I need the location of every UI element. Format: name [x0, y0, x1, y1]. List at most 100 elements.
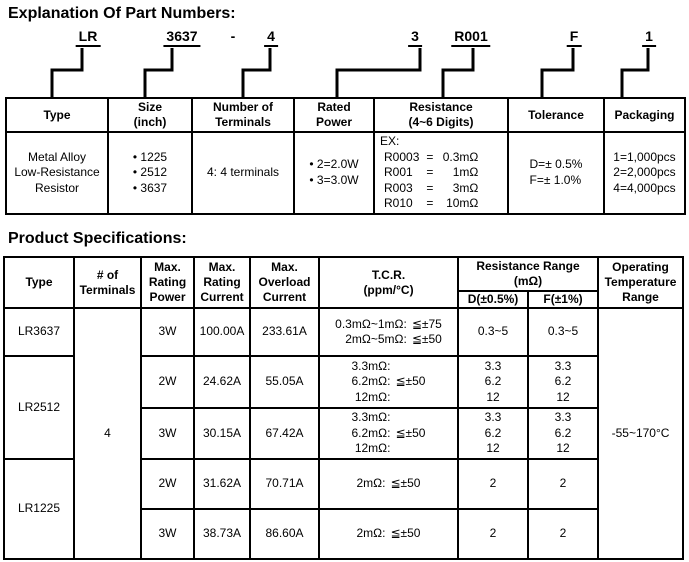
spec-header-terminals: # of Terminals	[73, 255, 142, 310]
resistance-example-heading: EX:	[380, 134, 400, 148]
resistance-values: 0.3mΩ 1mΩ 3mΩ 10mΩ	[442, 149, 479, 211]
spec-row-lr2512-3w: 3W 30.15A 67.42A 3.3mΩ: 6.2mΩ: 12mΩ: ≦±50 …	[4, 407, 683, 460]
cell-type-description: Metal Alloy Low-Resistance Resistor	[5, 131, 109, 215]
spec-header-row-1: Type # of Terminals Max. Rating Power Max. R…	[3, 255, 685, 310]
tcr-limits: ≦±75 ≦±50	[411, 316, 442, 347]
product-specifications-table: Type # of Terminals Max. Rating Power Max. R…	[3, 255, 685, 560]
cell-power: 3W	[140, 507, 195, 560]
part-segment-tolerance: F	[566, 29, 582, 47]
cell-power: 2W	[140, 355, 195, 410]
cell-model-lr2512: LR2512	[3, 355, 75, 460]
cell-tcr: 2mΩ: ≦±50	[318, 457, 459, 510]
cell-resistance-examples: EX: R0003 R001 R003 R010 = = = = 0.3mΩ 1mΩ 3mΩ 10…	[373, 131, 509, 215]
cell-terminals-value: 4: 4 terminals	[191, 131, 295, 215]
cell-packaging-options: 1=1,000pcs 2=2,000pcs 4=4,000pcs	[603, 131, 686, 215]
cell-rating-current: 31.62A	[193, 457, 251, 510]
cell-overload-current: 55.05A	[249, 355, 320, 410]
packaging-options-list: 1=1,000pcs 2=2,000pcs 4=4,000pcs	[613, 149, 676, 195]
cell-range-d: 0.3~5	[457, 307, 529, 358]
cell-tolerance-options: D=± 0.5% F=± 1.0%	[507, 131, 605, 215]
cell-overload-current: 70.71A	[249, 457, 320, 510]
tolerance-options-list: D=± 0.5% F=± 1.0%	[529, 157, 583, 187]
header-type: Type	[5, 97, 109, 133]
cell-range-f: 3.3 6.2 12	[526, 355, 600, 410]
cell-power: 3W	[140, 407, 195, 460]
part-segment-size: 3637	[163, 29, 201, 47]
spec-header-resistance-range: Resistance Range (mΩ)	[456, 256, 600, 292]
section-title-product-specs: Product Specifications:	[8, 230, 187, 247]
part-table-header-row: Type Size (inch) Number of Terminals Rated…	[5, 97, 686, 133]
cell-tcr: 2mΩ: ≦±50	[318, 507, 459, 560]
tcr-labels: 0.3mΩ~1mΩ: 2mΩ~5mΩ:	[335, 316, 407, 347]
spec-header-max-overload-current: Max. Overload Current	[249, 255, 320, 310]
header-resistance: Resistance (4~6 Digits)	[373, 97, 509, 133]
part-segment-power: 3	[408, 29, 422, 47]
cell-rating-current: 38.73A	[193, 507, 251, 560]
part-segment-dash: -	[230, 28, 236, 44]
spec-header-tcr: T.C.R. (ppm/°C)	[318, 255, 459, 310]
cell-model-lr1225: LR1225	[3, 457, 75, 560]
cell-operating-range: -55~170°C	[597, 307, 685, 560]
cell-power: 2W	[140, 457, 195, 510]
cell-overload-current: 86.60A	[249, 507, 320, 560]
part-segment-terminals: 4	[264, 29, 278, 47]
part-number-connector-lines	[50, 48, 650, 97]
spec-subheader-d: D(±0.5%)	[457, 289, 529, 310]
cell-power: 3W	[140, 307, 195, 358]
cell-rating-current: 24.62A	[193, 355, 251, 410]
resistance-example-list: R0003 R001 R003 R010 = = = = 0.3mΩ 1mΩ 3mΩ 10mΩ	[380, 150, 504, 212]
spec-header-max-rating-current: Max. Rating Current	[193, 255, 251, 310]
tcr-limits: ≦±50	[395, 374, 426, 389]
part-number-table: Type Size (inch) Number of Terminals Rated…	[5, 97, 686, 215]
cell-overload-current: 233.61A	[249, 307, 320, 358]
cell-range-f: 2	[526, 457, 600, 510]
cell-overload-current: 67.42A	[249, 407, 320, 460]
cell-tcr: 3.3mΩ: 6.2mΩ: 12mΩ: ≦±50	[318, 355, 459, 410]
cell-power-options: • 2=2.0W • 3=3.0W	[293, 131, 375, 215]
part-segment-resistance: R001	[451, 29, 491, 47]
cell-terminals-count: 4	[73, 307, 142, 560]
header-size: Size (inch)	[107, 97, 193, 133]
spec-header-operating-range: Operating Temperature Range	[597, 255, 685, 310]
resistance-equals: = = = =	[426, 149, 434, 211]
part-segment-type: LR	[75, 29, 101, 47]
spec-row-lr1225-2w: LR1225 2W 31.62A 70.71A 2mΩ: ≦±50 2 2	[3, 457, 683, 560]
section-title-part-numbers: Explanation Of Part Numbers:	[8, 5, 236, 22]
resistance-codes: R0003 R001 R003 R010	[384, 149, 420, 211]
cell-tcr: 0.3mΩ~1mΩ: 2mΩ~5mΩ: ≦±75 ≦±50	[318, 307, 459, 358]
tcr-limits: ≦±50	[390, 476, 421, 491]
spec-row-lr3637-3w: LR3637 4 3W 100.00A 233.61A 0.3mΩ~1mΩ: 2m…	[3, 307, 685, 560]
spec-header-row-2: D(±0.5%) F(±1%)	[4, 289, 683, 310]
part-segment-packaging: 1	[642, 29, 656, 47]
header-packaging: Packaging	[603, 97, 686, 133]
cell-range-f: 0.3~5	[526, 307, 600, 358]
cell-range-f: 2	[526, 507, 600, 560]
tcr-limits: ≦±50	[390, 526, 421, 541]
spec-header-max-rating-power: Max. Rating Power	[140, 255, 195, 310]
size-options-list: • 1225 • 2512 • 3637	[132, 149, 168, 195]
cell-rating-current: 30.15A	[193, 407, 251, 460]
cell-range-f: 3.3 6.2 12	[526, 407, 600, 460]
tcr-labels: 3.3mΩ: 6.2mΩ: 12mΩ:	[351, 358, 391, 404]
cell-range-d: 3.3 6.2 12	[457, 407, 529, 460]
part-table-body-row: Metal Alloy Low-Resistance Resistor • 1225…	[5, 131, 686, 215]
header-terminals: Number of Terminals	[191, 97, 295, 133]
spec-subheader-f: F(±1%)	[526, 289, 600, 310]
cell-size-options: • 1225 • 2512 • 3637	[107, 131, 193, 215]
spec-row-lr1225-3w: 3W 38.73A 86.60A 2mΩ: ≦±50 2 2	[4, 507, 683, 560]
tcr-limits: ≦±50	[395, 425, 426, 440]
cell-range-d: 3.3 6.2 12	[457, 355, 529, 410]
cell-range-d: 2	[457, 507, 529, 560]
cell-rating-current: 100.00A	[193, 307, 251, 358]
spec-row-lr2512-2w: LR2512 2W 24.62A 55.05A 3.3mΩ: 6.2mΩ: 12mΩ…	[3, 355, 683, 460]
spec-header-type: Type	[3, 255, 75, 310]
tcr-labels: 3.3mΩ: 6.2mΩ: 12mΩ:	[351, 410, 391, 456]
power-options-list: • 2=2.0W • 3=3.0W	[309, 157, 359, 187]
cell-range-d: 2	[457, 457, 529, 510]
cell-tcr: 3.3mΩ: 6.2mΩ: 12mΩ: ≦±50	[318, 407, 459, 460]
header-tolerance: Tolerance	[507, 97, 605, 133]
tcr-labels: 2mΩ:	[356, 476, 386, 491]
tcr-labels: 2mΩ:	[356, 526, 386, 541]
header-rated-power: Rated Power	[293, 97, 375, 133]
